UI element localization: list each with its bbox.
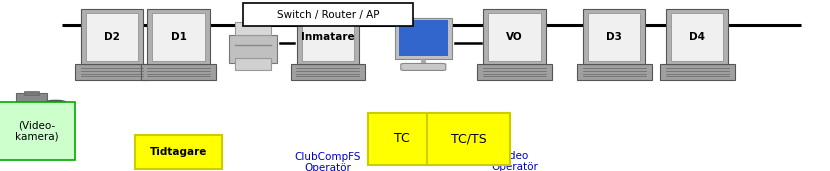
FancyBboxPatch shape bbox=[0, 102, 75, 160]
FancyBboxPatch shape bbox=[583, 9, 646, 64]
FancyBboxPatch shape bbox=[401, 63, 446, 70]
FancyBboxPatch shape bbox=[399, 20, 447, 56]
Text: Switch / Router / AP: Switch / Router / AP bbox=[276, 10, 379, 19]
FancyBboxPatch shape bbox=[488, 13, 541, 61]
FancyBboxPatch shape bbox=[302, 13, 354, 61]
FancyBboxPatch shape bbox=[86, 13, 138, 61]
FancyBboxPatch shape bbox=[483, 9, 546, 64]
FancyBboxPatch shape bbox=[135, 135, 222, 169]
FancyBboxPatch shape bbox=[671, 13, 723, 61]
Text: VO: VO bbox=[506, 32, 523, 42]
FancyBboxPatch shape bbox=[235, 58, 271, 70]
Text: Inmatare: Inmatare bbox=[301, 32, 354, 42]
FancyBboxPatch shape bbox=[16, 93, 47, 114]
Text: Video
Operatör: Video Operatör bbox=[491, 151, 538, 171]
Text: Tidtagare: Tidtagare bbox=[149, 147, 208, 157]
FancyBboxPatch shape bbox=[75, 64, 149, 80]
FancyBboxPatch shape bbox=[368, 113, 436, 165]
Text: Skd.: Skd. bbox=[167, 157, 190, 167]
Text: D3: D3 bbox=[606, 32, 622, 42]
Text: ClubCompFS
Operatör: ClubCompFS Operatör bbox=[295, 152, 361, 171]
FancyBboxPatch shape bbox=[297, 9, 359, 64]
FancyBboxPatch shape bbox=[395, 18, 452, 59]
Circle shape bbox=[45, 100, 66, 105]
FancyBboxPatch shape bbox=[141, 64, 216, 80]
FancyBboxPatch shape bbox=[242, 3, 413, 26]
Text: D2: D2 bbox=[104, 32, 120, 42]
FancyBboxPatch shape bbox=[666, 9, 729, 64]
FancyBboxPatch shape bbox=[81, 9, 143, 64]
FancyBboxPatch shape bbox=[148, 9, 209, 64]
FancyBboxPatch shape bbox=[588, 13, 641, 61]
FancyBboxPatch shape bbox=[477, 64, 552, 80]
FancyBboxPatch shape bbox=[229, 35, 277, 63]
Text: TC/TS: TC/TS bbox=[451, 132, 487, 146]
Text: D4: D4 bbox=[689, 32, 706, 42]
FancyBboxPatch shape bbox=[660, 64, 735, 80]
FancyBboxPatch shape bbox=[235, 22, 271, 35]
Text: TC: TC bbox=[394, 132, 409, 146]
Text: (Video-
kamera): (Video- kamera) bbox=[15, 120, 58, 142]
FancyBboxPatch shape bbox=[23, 91, 40, 95]
FancyBboxPatch shape bbox=[290, 64, 365, 80]
FancyBboxPatch shape bbox=[427, 113, 510, 165]
FancyBboxPatch shape bbox=[153, 13, 204, 61]
FancyBboxPatch shape bbox=[577, 64, 652, 80]
Text: D1: D1 bbox=[170, 32, 187, 42]
